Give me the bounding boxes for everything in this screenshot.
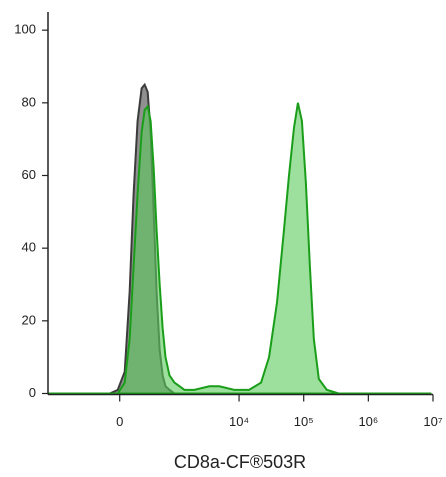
x-axis-label: CD8a-CF®503R [174,452,306,472]
density-area [48,82,432,395]
y-tick-label: 80 [22,94,36,109]
x-tick-label: 10⁵ [294,414,314,429]
y-tick-label: 60 [22,167,36,182]
x-tick-label: 0 [116,414,123,429]
y-tick-label: 40 [22,240,36,255]
y-tick-label: 20 [22,312,36,327]
x-tick-label: 10⁴ [229,414,249,429]
x-tick-label: 10⁷ [423,414,442,429]
density-area [48,102,432,395]
y-tick-label: 0 [29,385,36,400]
y-tick-label: 100 [14,22,36,37]
x-tick-label: 10⁶ [358,414,378,429]
